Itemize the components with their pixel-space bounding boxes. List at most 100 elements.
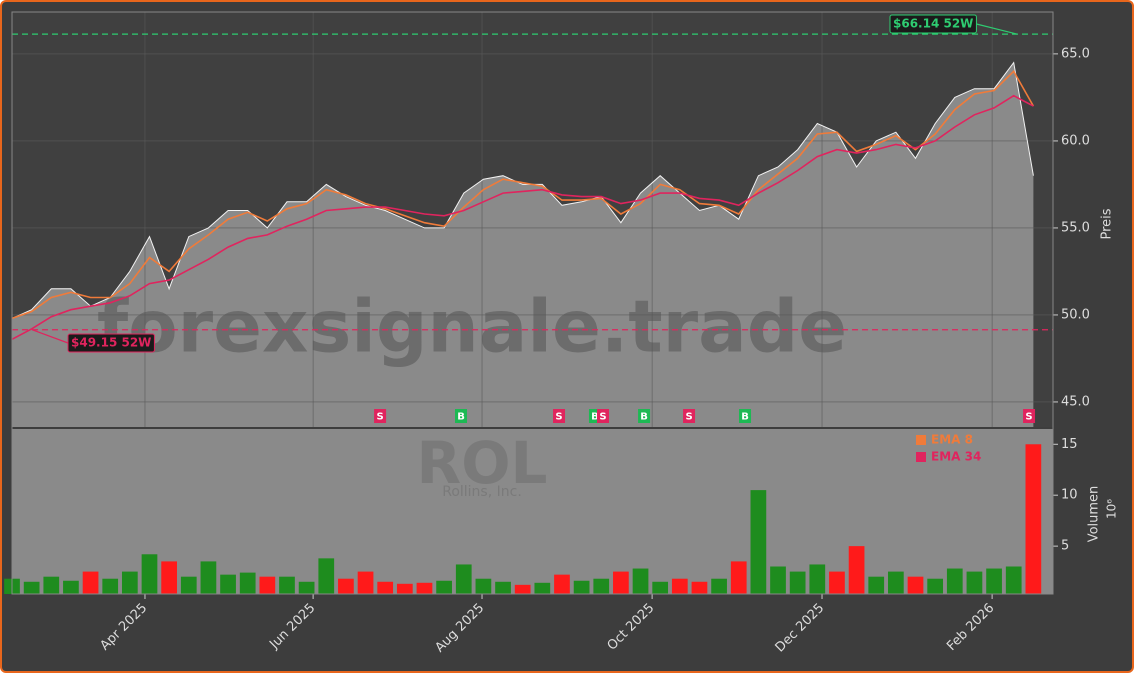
volume-bar xyxy=(691,581,708,594)
signal-label: S xyxy=(376,412,383,423)
signal-label: S xyxy=(685,412,692,423)
volume-bar xyxy=(377,581,394,594)
signal-marker xyxy=(1023,409,1036,423)
legend-label: EMA 34 xyxy=(931,450,981,464)
signal-label: S xyxy=(555,412,562,423)
reference-label: $66.14 52W xyxy=(893,17,973,31)
x-tick-label: Dec 2025 xyxy=(773,601,828,656)
y-tick-label: 55.0 xyxy=(1061,220,1090,235)
volume-bar xyxy=(730,561,747,594)
signal-marker xyxy=(683,409,696,423)
volume-bar xyxy=(82,571,99,594)
volume-bar xyxy=(711,578,727,594)
x-tick-label: Jun 2025 xyxy=(266,601,318,653)
signal-marker xyxy=(739,409,752,423)
y-axis-label: Preis xyxy=(1100,208,1115,239)
signal-label: B xyxy=(457,412,465,423)
y-tick-label: 45.0 xyxy=(1061,394,1090,409)
volume-bar xyxy=(593,578,610,594)
volume-bar xyxy=(416,582,433,594)
y-tick-label: 15 xyxy=(1061,437,1078,452)
signal-label: B xyxy=(591,412,599,423)
y-tick-label: 65.0 xyxy=(1061,46,1090,61)
volume-bar xyxy=(121,571,138,594)
volume-bar xyxy=(180,576,197,594)
x-tick-label: Aug 2025 xyxy=(432,601,487,656)
signal-marker xyxy=(455,409,468,423)
volume-bar xyxy=(239,572,256,594)
volume-bar xyxy=(220,574,236,594)
signal-label: B xyxy=(640,412,648,423)
ema-line xyxy=(11,94,1034,341)
signal-marker xyxy=(638,409,651,423)
volume-bar xyxy=(102,578,119,594)
volume-bar xyxy=(652,581,669,594)
y-tick-label: 10 xyxy=(1061,488,1078,503)
volume-bar xyxy=(1005,566,1022,594)
volume-bar xyxy=(514,584,531,594)
close-line xyxy=(11,61,1034,319)
signal-marker xyxy=(374,409,387,423)
volume-bar xyxy=(632,568,649,594)
volume-bar xyxy=(907,576,924,594)
volume-bar xyxy=(534,582,551,594)
volume-bar xyxy=(888,571,904,594)
volume-bar xyxy=(809,564,826,594)
signal-marker xyxy=(553,409,566,423)
volume-bar xyxy=(200,561,217,594)
volume-bar xyxy=(338,578,354,594)
volume-bar xyxy=(475,578,492,594)
signal-marker xyxy=(597,409,610,423)
legend-swatch xyxy=(916,452,926,462)
volume-axis-label: Volumen xyxy=(1087,486,1102,543)
signal-label: S xyxy=(1025,412,1032,423)
volume-bar xyxy=(848,546,865,594)
volume-bar xyxy=(279,576,295,594)
y-tick-label: 60.0 xyxy=(1061,133,1090,148)
signal-label: B xyxy=(741,412,749,423)
volume-bar xyxy=(63,580,79,594)
volume-bar xyxy=(298,581,315,594)
plot-border xyxy=(11,11,1054,595)
volume-bar xyxy=(455,564,472,594)
volume-bar xyxy=(23,581,40,594)
volume-bar xyxy=(573,580,590,594)
volume-bar xyxy=(946,568,963,594)
volume-bar xyxy=(986,568,1002,594)
symbol-watermark: ROL xyxy=(417,429,548,497)
volume-bar xyxy=(750,490,767,594)
volume-bar xyxy=(318,558,335,594)
reference-arrow xyxy=(976,23,1018,35)
volume-bar xyxy=(141,554,158,594)
volume-bar xyxy=(43,576,60,594)
volume-bar xyxy=(770,566,786,594)
volume-bar xyxy=(495,581,511,594)
reference-arrow xyxy=(31,329,69,344)
volume-bar xyxy=(436,580,452,594)
volume-unit: 10⁶ xyxy=(1105,499,1119,519)
legend-swatch xyxy=(916,435,926,445)
volume-bar xyxy=(927,578,944,594)
legend-label: EMA 8 xyxy=(931,433,973,447)
signal-label: S xyxy=(599,412,606,423)
volume-bar xyxy=(161,561,177,594)
volume-bar xyxy=(671,578,688,594)
x-tick-label: Feb 2026 xyxy=(944,601,997,654)
y-tick-label: 50.0 xyxy=(1061,307,1090,322)
close-area xyxy=(12,62,1034,427)
volume-bar xyxy=(357,571,374,594)
y-tick-label: 5 xyxy=(1061,539,1069,554)
volume-bar xyxy=(1025,444,1042,594)
ema-line xyxy=(11,70,1035,320)
volume-bar xyxy=(789,571,806,594)
volume-bar xyxy=(966,571,983,594)
volume-panel xyxy=(12,429,1053,594)
volume-bar xyxy=(259,576,276,594)
reference-label: $49.15 52W xyxy=(71,336,151,350)
watermark: forexsignale.trade xyxy=(97,285,847,369)
volume-bar xyxy=(554,574,570,594)
volume-bar xyxy=(396,583,413,594)
volume-bar xyxy=(868,576,885,594)
